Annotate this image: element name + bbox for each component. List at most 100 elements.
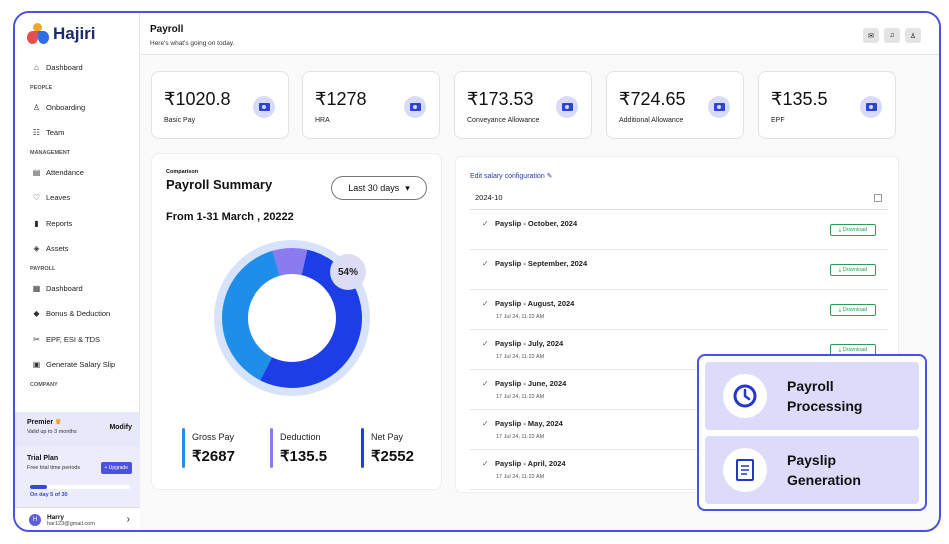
trial-subtitle: Free trial time periods — [27, 465, 81, 471]
page-subtitle: Here's what's going on today. — [150, 40, 235, 47]
edit-salary-config-link[interactable]: Edit salary configuration ✎ — [470, 173, 553, 180]
sidebar-item-onboarding[interactable]: ♙ Onboarding — [15, 95, 140, 121]
feature-payslip-generation[interactable]: Payslip Generation — [705, 436, 919, 504]
payslip-date: 17 Jul 24, 11:22 AM — [496, 394, 545, 400]
upgrade-button[interactable]: + Upgrade — [100, 462, 132, 474]
header: Payroll Here's what's going on today. ✉ … — [140, 13, 939, 55]
check-icon: ✓ — [482, 459, 489, 468]
sidebar-item-label: Onboarding — [46, 102, 86, 112]
check-icon: ✓ — [482, 339, 489, 348]
payslip-name: Payslip - October, 2024 — [495, 219, 578, 228]
chart-icon: ▮ — [34, 218, 39, 228]
feature-payroll-processing[interactable]: Payroll Processing — [705, 362, 919, 430]
stat-value: ₹1278 — [315, 89, 367, 109]
stat-label: Basic Pay — [164, 117, 196, 124]
stat-card-hra: ₹1278 HRA — [302, 71, 440, 139]
sidebar-item-payroll-dashboard[interactable]: ▦ Dashboard — [15, 276, 140, 302]
check-icon: ✓ — [482, 219, 489, 228]
payslip-date: 17 Jul 24, 11:22 AM — [496, 434, 545, 440]
profile-icon[interactable]: ♙ — [905, 28, 921, 43]
legend-bar — [361, 428, 364, 468]
sidebar-item-label: Leaves — [46, 193, 71, 203]
sidebar-item-bonus-deduction[interactable]: ◆ Bonus & Deduction — [15, 301, 140, 327]
sidebar-nav: ⌂ Dashboard PEOPLE ♙ Onboarding ☷ Team MANA… — [15, 55, 140, 392]
period-select[interactable]: 2024-10 — [470, 186, 888, 210]
legend-bar — [270, 428, 273, 468]
payroll-summary-card: Comparison Payroll Summary Last 30 days ▾… — [151, 153, 442, 490]
download-button[interactable]: ⤓ Download — [830, 304, 876, 316]
range-dropdown[interactable]: Last 30 days ▾ — [331, 176, 427, 200]
check-icon: ✓ — [482, 379, 489, 388]
legend-value: ₹2687 — [192, 448, 235, 465]
logo-mark — [27, 23, 49, 45]
sidebar-item-dashboard[interactable]: ⌂ Dashboard — [15, 55, 140, 81]
check-icon: ✓ — [482, 299, 489, 308]
download-button[interactable]: ⤓ Download — [830, 224, 876, 236]
stat-card-epf: ₹135.5 EPF — [758, 71, 896, 139]
sidebar-item-generate-salary-slip[interactable]: ▣ Generate Salary Slip — [15, 352, 140, 378]
avatar: H — [29, 514, 41, 526]
logo[interactable]: Hajiri — [27, 23, 96, 45]
table-row: ✓ Payslip - April, 2024 17 Jul 24, 11:22 A… — [470, 450, 888, 490]
sidebar-item-label: Generate Salary Slip — [46, 360, 116, 370]
payroll-processing-icon — [723, 374, 767, 418]
sidebar-item-label: Dashboard — [46, 283, 83, 293]
sidebar-item-label: Attendance — [46, 167, 84, 177]
sidebar-item-assets[interactable]: ◈ Assets — [15, 236, 140, 262]
stat-value: ₹724.65 — [619, 89, 686, 109]
stat-card-additional: ₹724.65 Additional Allowance — [606, 71, 744, 139]
download-button[interactable]: ⤓ Download — [830, 264, 876, 276]
summary-title: Payroll Summary — [166, 177, 273, 192]
legend-value: ₹135.5 — [280, 448, 328, 465]
check-icon: ✓ — [482, 419, 489, 428]
user-name: Harry — [47, 513, 64, 521]
legend-value: ₹2552 — [371, 448, 414, 465]
sidebar-item-label: Reports — [46, 218, 73, 228]
grid-icon: ▦ — [32, 283, 41, 293]
sidebar-item-label: EPF, ESI & TDS — [46, 334, 101, 344]
home-icon: ⌂ — [34, 63, 39, 73]
bell-icon[interactable]: ♫ — [884, 28, 900, 43]
feature-label: Payslip Generation — [787, 452, 861, 488]
money-icon — [708, 96, 730, 118]
leaf-icon: ♡ — [32, 193, 41, 203]
period-value: 2024-10 — [475, 193, 503, 202]
mail-icon[interactable]: ✉ — [863, 28, 879, 43]
sidebar-item-label: Bonus & Deduction — [46, 309, 111, 319]
stat-label: HRA — [315, 117, 330, 124]
trial-title: Trial Plan — [27, 455, 59, 462]
sidebar-item-team[interactable]: ☷ Team — [15, 120, 140, 146]
payslip-name: Payslip - June, 2024 — [495, 379, 567, 388]
stat-value: ₹173.53 — [467, 89, 534, 109]
table-row: ✓ Payslip - June, 2024 17 Jul 24, 11:22 AM — [470, 370, 888, 410]
sidebar-item-epf-esi-tds[interactable]: ✂ EPF, ESI & TDS — [15, 327, 140, 353]
stat-label: Additional Allowance — [619, 117, 684, 124]
legend-label: Gross Pay — [192, 432, 235, 442]
sidebar-item-reports[interactable]: ▮ Reports — [15, 211, 140, 237]
app-window: Hajiri ⌂ Dashboard PEOPLE ♙ Onboarding ☷ Te… — [13, 11, 941, 532]
payslip-date: 17 Jul 24, 11:22 AM — [496, 314, 545, 320]
sidebar-item-attendance[interactable]: ▤ Attendance — [15, 160, 140, 186]
donut-hole — [248, 274, 336, 362]
user-plus-icon: ♙ — [32, 102, 41, 112]
stat-card-basic-pay: ₹1020.8 Basic Pay — [151, 71, 289, 139]
stat-card-conveyance: ₹173.53 Conveyance Allowance — [454, 71, 592, 139]
user-profile[interactable]: H Harry har123@gmail.com › — [15, 507, 140, 530]
section-people: PEOPLE — [30, 84, 53, 91]
payslip-name: Payslip - September, 2024 — [495, 259, 588, 268]
sidebar-item-label: Dashboard — [46, 63, 83, 73]
sidebar-item-label: Assets — [46, 244, 69, 254]
sidebar-item-leaves[interactable]: ♡ Leaves — [15, 185, 140, 211]
feature-overlay: Payroll Processing Payslip Generation — [697, 354, 927, 511]
summary-range: From 1-31 March , 20222 — [166, 211, 294, 223]
money-icon — [404, 96, 426, 118]
table-row: ✓ Payslip - September, 2024 ⤓ Download — [470, 250, 888, 290]
chevron-right-icon[interactable]: › — [126, 514, 130, 525]
table-row: ✓ Payslip - May, 2024 17 Jul 24, 11:22 AM — [470, 410, 888, 450]
money-icon — [253, 96, 275, 118]
legend-gross-pay: Gross Pay ₹2687 — [182, 428, 235, 468]
section-company: COMPANY — [30, 381, 58, 388]
sidebar-item-label: Team — [46, 128, 65, 138]
modify-button[interactable]: Modify — [109, 424, 132, 431]
section-management: MANAGEMENT — [30, 149, 71, 156]
